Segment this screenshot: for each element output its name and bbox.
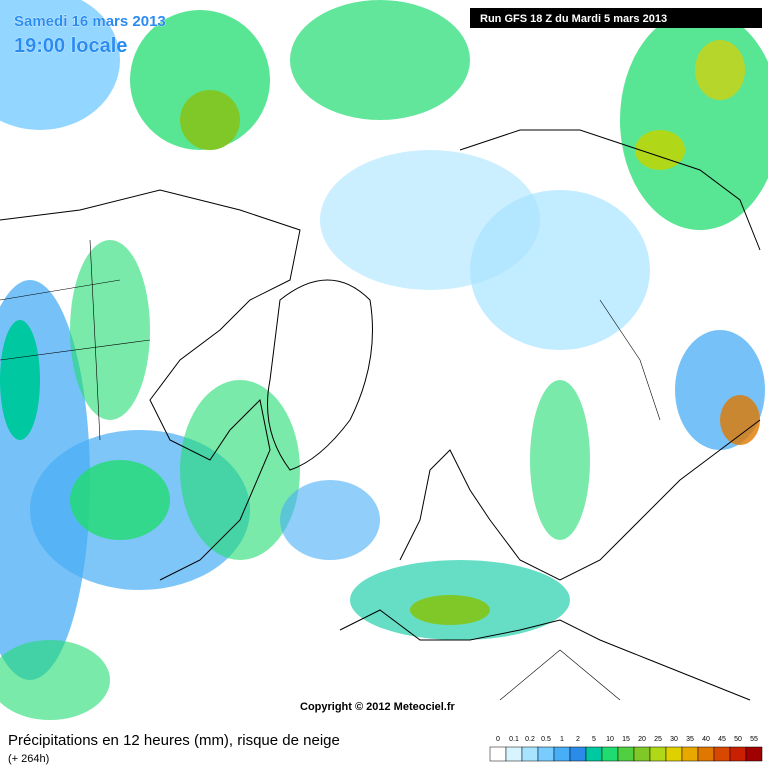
legend-swatch [649,746,667,762]
legend-label: 0 [496,736,500,743]
run-info: Run GFS 18 Z du Mardi 5 mars 2013 [480,13,667,25]
legend-swatch [585,746,603,762]
legend-swatch [553,746,571,762]
legend-label: 0.2 [525,736,535,743]
legend-label: 30 [670,736,678,743]
legend-swatch [569,746,587,762]
legend-label: 15 [622,736,630,743]
legend-swatch [617,746,635,762]
legend-swatch [633,746,651,762]
legend-swatch [697,746,715,762]
legend-label: 10 [606,736,614,743]
legend-label: 25 [654,736,662,743]
legend-swatch [665,746,683,762]
legend-swatch [489,746,507,762]
legend-label: 0.1 [509,736,519,743]
legend-swatch [729,746,747,762]
legend-label: 20 [638,736,646,743]
legend-swatch [681,746,699,762]
legend-label: 35 [686,736,694,743]
legend-swatch [601,746,619,762]
legend-label: 5 [592,736,596,743]
legend-label: 40 [702,736,710,743]
legend-swatch [505,746,523,762]
footer-title: Précipitations en 12 heures (mm), risque… [8,732,340,749]
legend: 0 0.1 0.2 0.5 1 2 5 10 15 20 25 30 35 40 45 50 55 [489,736,763,762]
legend-swatch [713,746,731,762]
map-time: 19:00 locale [14,35,127,57]
coastlines [0,129,761,701]
footer-lead: (+ 264h) [8,753,49,765]
copyright: Copyright © 2012 Meteociel.fr [300,701,456,713]
precipitation-field [0,0,768,720]
legend-label: 45 [718,736,726,743]
legend-label: 50 [734,736,742,743]
map-date: Samedi 16 mars 2013 [14,13,166,30]
legend-swatch [537,746,555,762]
legend-label: 1 [560,736,564,743]
legend-label: 0.5 [541,736,551,743]
legend-label: 55 [750,736,758,743]
legend-swatch [521,746,539,762]
run-box [470,8,762,28]
legend-swatch [745,746,763,762]
legend-label: 2 [576,736,580,743]
